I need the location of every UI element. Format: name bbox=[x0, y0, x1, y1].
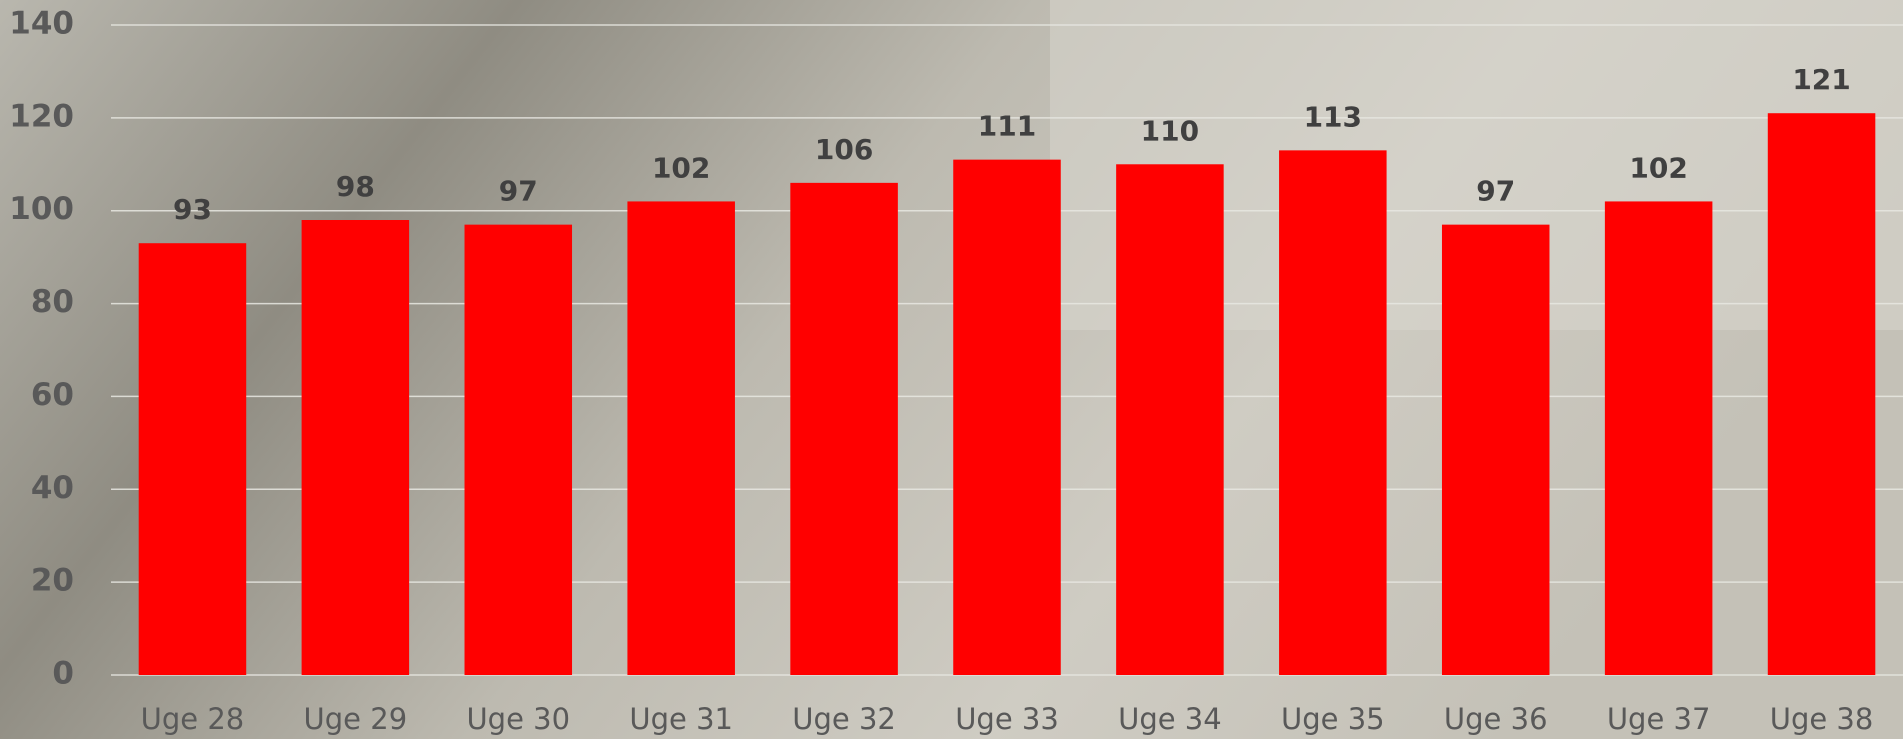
bar bbox=[139, 243, 247, 675]
bar bbox=[302, 220, 410, 675]
y-tick-label: 120 bbox=[9, 98, 74, 134]
value-label: 93 bbox=[173, 193, 212, 226]
x-tick-label: Uge 35 bbox=[1281, 702, 1385, 736]
value-label: 97 bbox=[499, 175, 538, 208]
value-label: 98 bbox=[336, 170, 375, 203]
x-tick-label: Uge 28 bbox=[141, 702, 245, 736]
x-tick-label: Uge 36 bbox=[1444, 702, 1548, 736]
value-label: 102 bbox=[652, 151, 710, 184]
x-tick-label: Uge 37 bbox=[1607, 702, 1711, 736]
x-tick-label: Uge 32 bbox=[792, 702, 896, 736]
value-label: 102 bbox=[1629, 151, 1687, 184]
x-tick-label: Uge 34 bbox=[1118, 702, 1222, 736]
bar bbox=[465, 225, 573, 675]
value-label: 110 bbox=[1141, 114, 1199, 147]
x-tick-label: Uge 38 bbox=[1770, 702, 1874, 736]
y-tick-label: 0 bbox=[52, 656, 74, 692]
bar bbox=[627, 201, 735, 675]
value-label: 111 bbox=[978, 110, 1036, 143]
x-tick-label: Uge 33 bbox=[955, 702, 1059, 736]
x-tick-label: Uge 31 bbox=[629, 702, 733, 736]
bar bbox=[953, 160, 1061, 675]
y-tick-label: 100 bbox=[9, 191, 74, 227]
value-label: 113 bbox=[1304, 100, 1362, 133]
y-tick-label: 40 bbox=[31, 470, 74, 506]
y-tick-label: 140 bbox=[9, 6, 74, 42]
x-tick-label: Uge 29 bbox=[304, 702, 408, 736]
bar bbox=[1768, 113, 1876, 675]
y-tick-label: 80 bbox=[31, 284, 74, 320]
chart: 0 20 40 60 80 100 120 140 93 Uge 28 98 Uge 29 97 Uge … bbox=[0, 0, 1903, 739]
x-tick-label: Uge 30 bbox=[466, 702, 570, 736]
y-tick-label: 60 bbox=[31, 377, 74, 413]
bar bbox=[790, 183, 898, 675]
bar bbox=[1116, 164, 1224, 675]
y-tick-label: 20 bbox=[31, 563, 74, 599]
value-label: 121 bbox=[1792, 63, 1850, 96]
bar bbox=[1605, 201, 1713, 675]
bar bbox=[1279, 150, 1387, 675]
bar bbox=[1442, 225, 1550, 675]
value-label: 97 bbox=[1476, 175, 1515, 208]
page: {"chart_data": {"type": "bar", "categori… bbox=[0, 0, 1903, 739]
value-label: 106 bbox=[815, 133, 873, 166]
